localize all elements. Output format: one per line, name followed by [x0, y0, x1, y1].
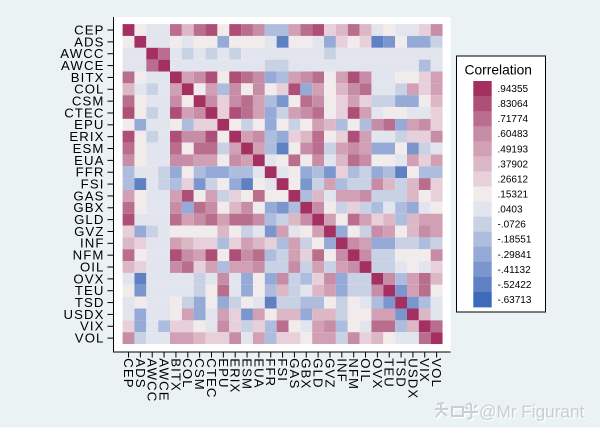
svg-text:AWCE: AWCE	[61, 58, 104, 73]
svg-text:TSD: TSD	[394, 358, 409, 388]
svg-text:OVX: OVX	[73, 271, 104, 286]
svg-text:INF: INF	[334, 358, 349, 383]
svg-text:-.52422: -.52422	[498, 280, 532, 291]
svg-text:ERIX: ERIX	[69, 129, 104, 144]
svg-text:USDX: USDX	[405, 358, 420, 399]
svg-text:@Mr Figurant: @Mr Figurant	[479, 402, 585, 422]
svg-text:BITX: BITX	[71, 70, 105, 85]
svg-text:GAS: GAS	[73, 188, 104, 203]
svg-text:TEU: TEU	[75, 283, 105, 298]
svg-text:ESM: ESM	[73, 141, 105, 156]
svg-text:TSD: TSD	[75, 295, 105, 310]
svg-text:@Mr Figurant: @Mr Figurant	[480, 403, 586, 423]
svg-text:OVX: OVX	[370, 358, 385, 389]
svg-text:COL: COL	[180, 358, 195, 388]
svg-text:EPU: EPU	[74, 117, 104, 132]
svg-text:VIX: VIX	[80, 319, 105, 334]
svg-text:EPU: EPU	[216, 358, 231, 388]
svg-text:FSI: FSI	[275, 358, 290, 382]
svg-text:AWCE: AWCE	[157, 358, 172, 401]
svg-text:EUA: EUA	[74, 153, 104, 168]
svg-text:-.41132: -.41132	[498, 265, 532, 276]
svg-text:NFM: NFM	[346, 358, 361, 390]
svg-text:INF: INF	[80, 236, 105, 251]
svg-text:CSM: CSM	[72, 94, 105, 109]
svg-text:CEP: CEP	[74, 22, 104, 37]
svg-text:VOL: VOL	[75, 331, 105, 346]
svg-text:FFR: FFR	[263, 358, 278, 387]
svg-text:CSM: CSM	[192, 358, 207, 391]
svg-text:-.63713: -.63713	[498, 295, 532, 306]
svg-text:BITX: BITX	[168, 358, 183, 392]
svg-text:NFM: NFM	[73, 248, 105, 263]
svg-text:CEP: CEP	[121, 358, 136, 388]
svg-text:OIL: OIL	[358, 358, 373, 383]
svg-text:VIX: VIX	[417, 358, 432, 383]
svg-text:ESM: ESM	[239, 358, 254, 390]
svg-text:GVZ: GVZ	[74, 224, 104, 239]
svg-text:Correlation: Correlation	[465, 63, 532, 78]
svg-text:CTEC: CTEC	[204, 358, 219, 398]
svg-text:GBX: GBX	[299, 358, 314, 389]
svg-text:.60483: .60483	[498, 129, 529, 140]
svg-text:FFR: FFR	[76, 165, 105, 180]
svg-text:GBX: GBX	[73, 200, 104, 215]
svg-text:GAS: GAS	[287, 358, 302, 389]
svg-text:.49193: .49193	[498, 144, 529, 155]
svg-text:FSI: FSI	[81, 176, 105, 191]
svg-text:AWCC: AWCC	[145, 358, 160, 402]
svg-text:-.18551: -.18551	[498, 235, 532, 246]
svg-text:.83064: .83064	[498, 99, 529, 110]
svg-text:.94355: .94355	[498, 84, 529, 95]
svg-text:.26612: .26612	[498, 174, 529, 185]
svg-text:.37902: .37902	[498, 159, 529, 170]
svg-text:COL: COL	[74, 82, 104, 97]
svg-text:EUA: EUA	[251, 358, 266, 388]
svg-text:GLD: GLD	[74, 212, 104, 227]
svg-text:.0403: .0403	[498, 205, 523, 216]
svg-text:-.0726: -.0726	[498, 220, 527, 231]
svg-text:TEU: TEU	[382, 358, 397, 388]
svg-text:USDX: USDX	[63, 307, 104, 322]
svg-text:VOL: VOL	[429, 358, 444, 388]
svg-text:.15321: .15321	[498, 189, 529, 200]
svg-text:ERIX: ERIX	[228, 358, 243, 393]
svg-text:AWCC: AWCC	[60, 46, 104, 61]
svg-text:.71774: .71774	[498, 114, 529, 125]
svg-text:GLD: GLD	[311, 358, 326, 388]
svg-text:CTEC: CTEC	[64, 105, 104, 120]
svg-text:GVZ: GVZ	[322, 358, 337, 388]
svg-text:ADS: ADS	[74, 34, 104, 49]
svg-text:OIL: OIL	[80, 259, 105, 274]
svg-text:ADS: ADS	[133, 358, 148, 388]
svg-text:-.29841: -.29841	[498, 250, 532, 261]
